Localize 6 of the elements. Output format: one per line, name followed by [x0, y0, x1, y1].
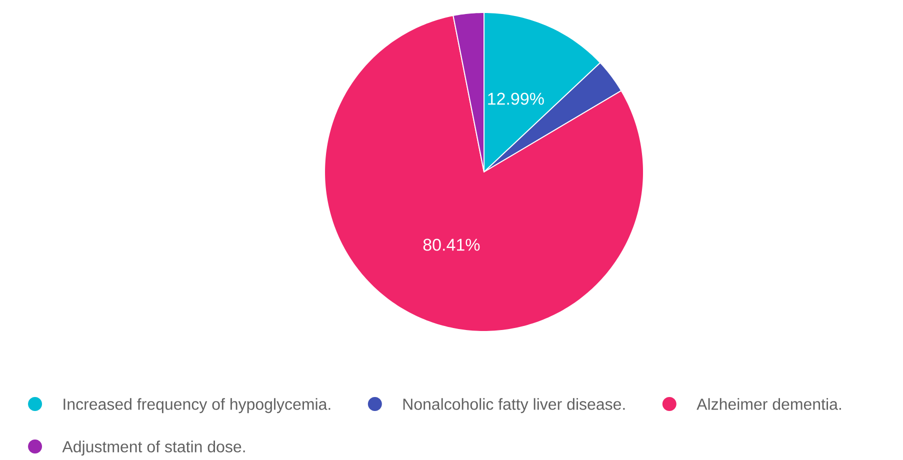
legend-label: Adjustment of statin dose. — [62, 440, 245, 456]
data-label: 12.99% — [488, 92, 544, 105]
legend-label: Nonalcoholic fatty liver disease. — [403, 398, 625, 414]
legend-label: Increased frequency of hypoglycemia. — [64, 398, 330, 414]
data-label: 80.41% — [423, 238, 480, 251]
legend-label: Alzheimer dementia. — [696, 398, 841, 410]
